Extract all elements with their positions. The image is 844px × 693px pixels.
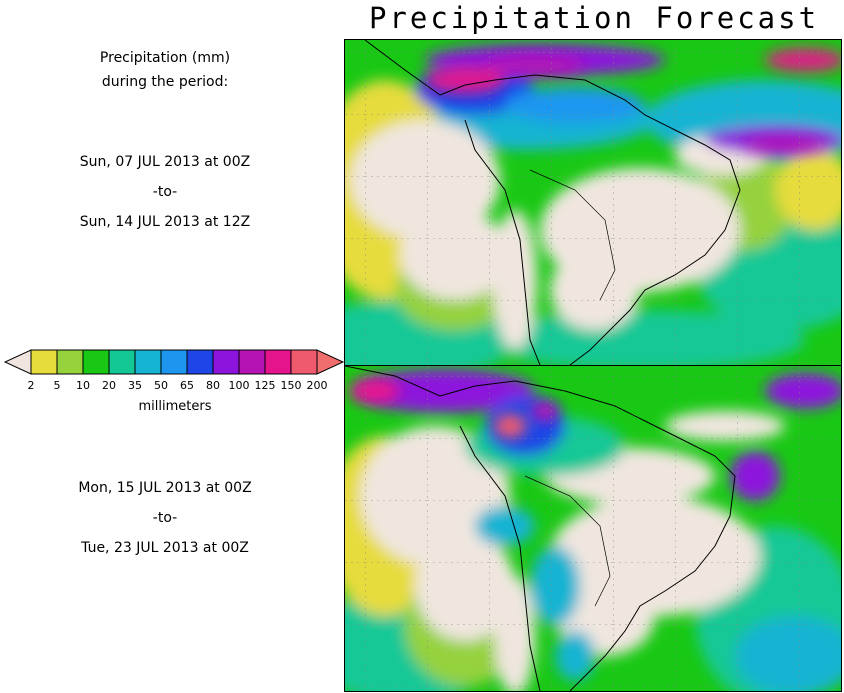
caption-line-1: Precipitation (mm) xyxy=(99,50,231,66)
map-week-1-canvas xyxy=(345,40,841,365)
legend-tick-label: 150 xyxy=(280,379,302,392)
legend-swatch xyxy=(290,349,318,375)
page-title: Precipitation Forecast xyxy=(368,1,820,35)
legend-tick-label: 10 xyxy=(76,379,90,392)
map-week-2-canvas xyxy=(345,366,841,691)
legend-tick-label: 65 xyxy=(180,379,194,392)
map-week-2 xyxy=(344,365,842,692)
legend-swatch xyxy=(160,349,188,375)
legend-tick-label: 100 xyxy=(228,379,250,392)
legend-swatch xyxy=(264,349,292,375)
legend-swatch xyxy=(56,349,84,375)
legend-arrow-low xyxy=(3,349,32,375)
legend-swatch xyxy=(212,349,240,375)
legend-swatch xyxy=(134,349,162,375)
legend-tick-label: 20 xyxy=(102,379,116,392)
legend-swatch xyxy=(238,349,266,375)
legend-units: millimeters xyxy=(138,399,212,414)
legend-tick-label: 125 xyxy=(254,379,276,392)
legend-swatch xyxy=(82,349,110,375)
legend-swatch xyxy=(30,349,58,375)
legend-swatch xyxy=(108,349,136,375)
period1-start: Sun, 07 JUL 2013 at 00Z xyxy=(79,154,251,170)
legend-tick-label: 35 xyxy=(128,379,142,392)
legend-swatch xyxy=(186,349,214,375)
legend-tick-label: 80 xyxy=(206,379,220,392)
color-legend xyxy=(3,349,345,375)
legend-tick-label: 2 xyxy=(27,379,35,392)
period1-separator: -to- xyxy=(152,184,178,200)
legend-tick-label: 50 xyxy=(154,379,168,392)
period2-start: Mon, 15 JUL 2013 at 00Z xyxy=(78,480,252,496)
period2-end: Tue, 23 JUL 2013 at 00Z xyxy=(81,540,249,556)
legend-tick-label: 5 xyxy=(53,379,61,392)
period1-end: Sun, 14 JUL 2013 at 12Z xyxy=(79,214,251,230)
legend-tick-label: 200 xyxy=(306,379,328,392)
period2-separator: -to- xyxy=(152,510,178,526)
caption-line-2: during the period: xyxy=(101,74,229,90)
map-week-1 xyxy=(344,39,842,366)
legend-arrow-high xyxy=(316,349,345,375)
